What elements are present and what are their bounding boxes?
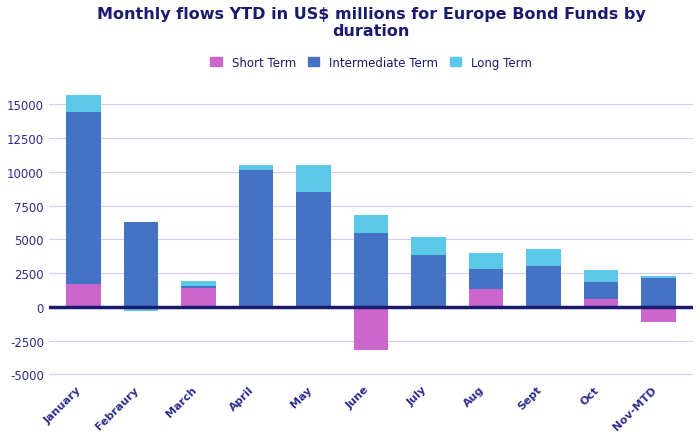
Bar bbox=[526, 249, 561, 267]
Bar bbox=[66, 284, 101, 307]
Bar bbox=[124, 309, 158, 311]
Legend: Short Term, Intermediate Term, Long Term: Short Term, Intermediate Term, Long Term bbox=[206, 52, 536, 74]
Bar bbox=[239, 171, 273, 307]
Bar bbox=[124, 307, 158, 309]
Bar bbox=[412, 256, 446, 307]
Bar bbox=[124, 223, 158, 307]
Bar bbox=[239, 166, 273, 171]
Bar bbox=[296, 307, 330, 310]
Bar bbox=[584, 283, 618, 299]
Bar bbox=[296, 166, 330, 193]
Bar bbox=[469, 290, 503, 307]
Bar bbox=[239, 307, 273, 309]
Bar bbox=[584, 271, 618, 283]
Bar bbox=[296, 193, 330, 307]
Bar bbox=[354, 307, 388, 350]
Bar bbox=[641, 276, 676, 279]
Bar bbox=[66, 113, 101, 284]
Bar bbox=[354, 215, 388, 233]
Title: Monthly flows YTD in US$ millions for Europe Bond Funds by
duration: Monthly flows YTD in US$ millions for Eu… bbox=[97, 7, 645, 39]
Bar bbox=[181, 282, 216, 286]
Bar bbox=[584, 299, 618, 307]
Bar bbox=[181, 286, 216, 288]
Bar bbox=[66, 95, 101, 113]
Bar bbox=[412, 237, 446, 256]
Bar bbox=[641, 307, 676, 322]
Bar bbox=[526, 267, 561, 307]
Bar bbox=[469, 253, 503, 269]
Bar bbox=[641, 279, 676, 307]
Bar bbox=[469, 269, 503, 290]
Bar bbox=[354, 233, 388, 307]
Bar bbox=[181, 288, 216, 307]
